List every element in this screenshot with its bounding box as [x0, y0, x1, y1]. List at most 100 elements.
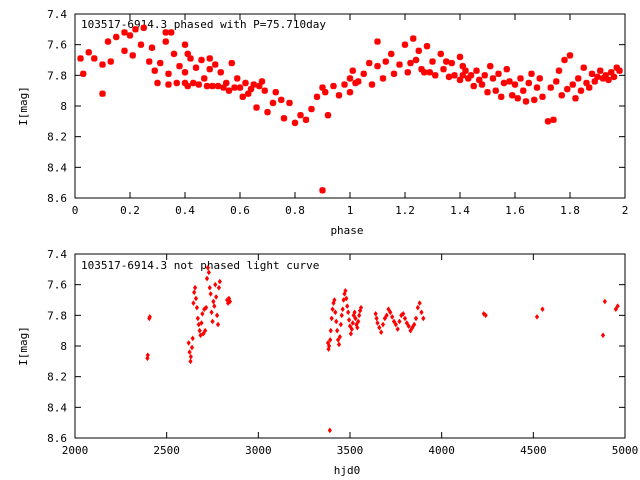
data-point: [412, 321, 417, 328]
x-tick-label: 0.8: [285, 204, 305, 217]
data-point: [147, 314, 152, 320]
data-point: [357, 312, 362, 319]
data-point: [334, 318, 339, 325]
data-point: [352, 309, 357, 316]
data-point: [188, 353, 193, 360]
x-tick-label: 1.2: [395, 204, 415, 217]
data-point: [402, 315, 408, 322]
data-point: [227, 298, 233, 305]
data-point: [421, 69, 428, 76]
x-tick-label: 1: [347, 204, 354, 217]
data-point: [192, 284, 198, 291]
data-point: [423, 43, 431, 50]
y-axis-label: I[mag]: [17, 326, 30, 366]
data-point: [339, 312, 344, 319]
data-point: [165, 70, 172, 77]
data-point: [204, 275, 210, 282]
data-point: [121, 29, 128, 36]
data-point: [432, 72, 439, 79]
data-point: [540, 306, 545, 312]
data-point: [192, 289, 197, 296]
data-point: [384, 312, 389, 319]
data-point: [547, 84, 554, 91]
data-point: [410, 35, 417, 42]
data-point: [91, 55, 98, 62]
data-point: [200, 311, 205, 317]
plot-frame: [74, 13, 626, 199]
data-point: [373, 311, 378, 317]
data-point: [247, 85, 255, 93]
data-point: [544, 118, 552, 125]
data-point: [374, 62, 381, 70]
data-point: [165, 81, 172, 88]
data-point: [613, 64, 620, 71]
data-point: [245, 90, 252, 97]
data-point: [280, 115, 288, 122]
data-point: [212, 303, 217, 309]
x-tick-label: 0.4: [175, 204, 195, 217]
y-tick-label: 8.6: [47, 432, 67, 445]
data-point: [528, 70, 535, 77]
x-tick-label: 4500: [520, 444, 547, 457]
data-point: [503, 66, 510, 73]
data-point: [170, 50, 178, 58]
data-point: [335, 337, 341, 343]
data-point: [184, 82, 191, 90]
data-point: [344, 295, 349, 302]
chart-title: 103517-6914.3 phased with P=75.710day: [81, 18, 326, 31]
data-point: [278, 96, 285, 104]
data-point: [448, 59, 455, 67]
data-point: [209, 309, 214, 316]
data-point: [212, 61, 219, 68]
data-point: [586, 84, 593, 91]
data-point: [194, 304, 200, 311]
data-point: [181, 41, 189, 48]
data-point: [308, 105, 315, 113]
y-tick-label: 8: [60, 340, 67, 353]
data-point: [421, 315, 426, 322]
data-point: [356, 318, 361, 325]
data-point: [564, 85, 571, 93]
data-point: [85, 49, 92, 56]
data-point: [206, 55, 213, 62]
data-point: [600, 332, 606, 339]
data-point: [198, 332, 203, 339]
data-point: [236, 84, 244, 91]
data-point: [358, 304, 364, 311]
data-point: [517, 75, 524, 82]
data-point: [404, 320, 409, 326]
y-tick-label: 8.2: [47, 371, 67, 384]
x-tick-label: 4000: [428, 444, 455, 457]
data-point: [327, 427, 332, 434]
data-point: [413, 315, 419, 322]
data-point: [347, 323, 353, 329]
data-point: [401, 41, 409, 48]
data-point: [203, 327, 208, 334]
data-point: [231, 84, 238, 91]
data-point: [615, 303, 620, 309]
data-point: [401, 311, 406, 317]
data-point: [602, 298, 607, 305]
data-point: [328, 337, 333, 343]
data-point: [196, 321, 201, 328]
data-point: [539, 93, 546, 100]
data-point: [555, 67, 563, 74]
data-point: [162, 38, 169, 45]
data-point: [201, 330, 206, 337]
data-point: [388, 309, 393, 316]
data-point: [489, 75, 497, 82]
data-point: [322, 89, 329, 96]
data-point: [210, 318, 215, 325]
data-point: [380, 321, 386, 328]
data-point: [113, 33, 120, 41]
data-point: [514, 95, 521, 102]
data-point: [203, 304, 209, 311]
data-point: [176, 62, 183, 70]
data-point: [216, 284, 222, 291]
data-point: [126, 32, 134, 39]
data-point: [214, 82, 222, 90]
y-tick-label: 7.8: [47, 309, 67, 322]
data-point: [145, 355, 150, 362]
data-point: [379, 75, 387, 82]
